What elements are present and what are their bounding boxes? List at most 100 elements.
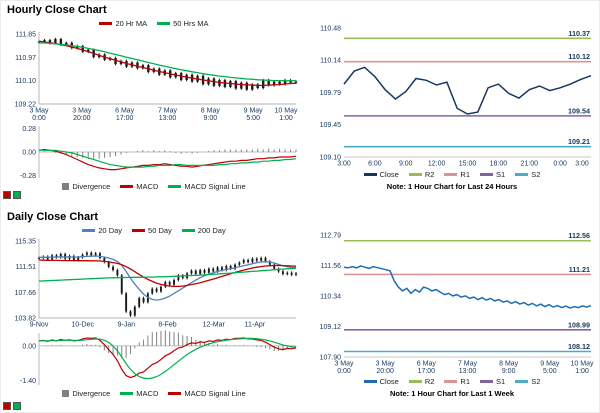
svg-text:110.10: 110.10 — [15, 78, 36, 85]
svg-text:-0.28: -0.28 — [20, 173, 36, 180]
legend-swatch — [99, 22, 113, 25]
legend-item-macd-signal-line: MACD Signal Line — [168, 389, 246, 398]
svg-text:109.12: 109.12 — [320, 324, 342, 331]
legend-label: S1 — [496, 377, 506, 386]
legend-label: 20 Hr MA — [115, 19, 148, 28]
svg-text:110.48: 110.48 — [320, 26, 341, 33]
legend-label: MACD — [136, 389, 159, 398]
legend-swatch — [363, 173, 377, 176]
svg-text:107.66: 107.66 — [15, 290, 37, 297]
corner-marker-group — [3, 191, 21, 199]
svg-text:115.35: 115.35 — [15, 239, 36, 246]
svg-text:110.12: 110.12 — [568, 52, 590, 61]
legend-label: R2 — [424, 170, 435, 179]
hourly-macd-legend: Divergence MACD MACD Signal Line — [5, 181, 303, 192]
daily-macd-chart: 0.00 -1.40 — [20, 330, 297, 385]
legend-label: R2 — [424, 377, 435, 386]
svg-text:12:00: 12:00 — [428, 161, 446, 168]
legend-item-close: Close — [363, 170, 399, 179]
svg-text:10-Dec: 10-Dec — [71, 322, 94, 329]
svg-text:110.37: 110.37 — [568, 29, 590, 38]
legend-item-s2: S2 — [515, 377, 540, 386]
legend-item-divergence: Divergence — [62, 182, 110, 191]
legend-item-50-hrs-ma: 50 Hrs MA — [157, 19, 209, 28]
svg-text:3:00: 3:00 — [575, 161, 589, 168]
legend-swatch — [157, 22, 171, 25]
svg-text:8-Feb: 8-Feb — [158, 322, 176, 329]
legend-item-20-day: 20 Day — [82, 226, 122, 235]
pivot-week-chart: 112.79 111.56 110.34 109.12 107.903 May 0:00 3… — [320, 231, 594, 376]
legend-swatch — [480, 380, 493, 383]
svg-text:103.82: 103.82 — [15, 316, 37, 323]
svg-text:18:00: 18:00 — [490, 161, 508, 168]
legend-label: MACD Signal Line — [184, 389, 246, 398]
svg-text:110.14: 110.14 — [320, 57, 341, 64]
legend-item-r2: R2 — [408, 170, 435, 179]
legend-item-close: Close — [363, 377, 399, 386]
svg-text:9-Nov: 9-Nov — [30, 322, 49, 329]
svg-text:6:00: 6:00 — [368, 161, 382, 168]
legend-item-macd-signal-line: MACD Signal Line — [168, 182, 246, 191]
legend-item-20-hr-ma: 20 Hr MA — [99, 19, 147, 28]
legend-swatch — [444, 380, 458, 383]
legend-label: Divergence — [72, 182, 111, 191]
legend-label: 50 Day — [148, 226, 172, 235]
svg-text:21:00: 21:00 — [520, 161, 538, 168]
legend-label: S1 — [496, 170, 506, 179]
pivot-week-note: Note: 1 Hour Chart for Last 1 Week — [389, 389, 515, 398]
pivot-24h-section: 110.48 110.14 109.79 109.45 109.10 3:00 6:00 9:… — [303, 1, 599, 208]
svg-text:109.21: 109.21 — [568, 137, 590, 146]
hourly-close-section: Hourly Close Chart 20 Hr MA 50 Hrs MA 111… — [1, 1, 303, 208]
legend-swatch — [120, 392, 134, 395]
svg-text:9:00: 9:00 — [399, 161, 413, 168]
legend-swatch — [515, 173, 529, 176]
daily-close-section: Daily Close Chart 20 Day 50 Day 200 Day 11… — [1, 208, 303, 412]
legend-item-s1: S1 — [480, 170, 505, 179]
legend-swatch — [132, 229, 146, 232]
legend-swatch — [480, 173, 493, 176]
svg-text:3:00: 3:00 — [337, 161, 351, 168]
svg-text:112.79: 112.79 — [320, 233, 341, 240]
legend-label: Divergence — [72, 389, 111, 398]
legend-item-r2: R2 — [408, 377, 435, 386]
svg-text:108.99: 108.99 — [568, 320, 590, 329]
svg-text:108.12: 108.12 — [568, 342, 590, 351]
legend-swatch — [363, 380, 377, 383]
svg-text:11-Apr: 11-Apr — [245, 322, 266, 329]
legend-item-r1: R1 — [444, 170, 470, 179]
daily-price-chart: 115.35 111.51 107.66 103.829-Nov 10-Dec 9-Jan… — [15, 239, 297, 329]
svg-text:-1.40: -1.40 — [20, 378, 36, 385]
legend-label: 200 Day — [197, 226, 226, 235]
legend-label: MACD — [136, 182, 159, 191]
svg-text:12-Mar: 12-Mar — [203, 322, 226, 329]
daily-chart-title: Daily Close Chart — [7, 211, 99, 223]
pivot-24h-note: Note: 1 Hour Chart for Last 24 Hours — [386, 182, 518, 191]
svg-text:109.45: 109.45 — [320, 122, 342, 129]
hourly-ma-legend: 20 Hr MA 50 Hrs MA — [5, 18, 303, 29]
svg-text:107.90: 107.90 — [320, 355, 342, 362]
svg-text:110.34: 110.34 — [320, 294, 341, 301]
legend-label: Close — [379, 170, 399, 179]
legend-swatch — [408, 380, 422, 383]
daily-macd-legend: Divergence MACD MACD Signal Line — [5, 388, 303, 399]
pivot-week-section: 112.79 111.56 110.34 109.12 107.90 3 May 0:00 3… — [303, 208, 599, 412]
svg-text:109.79: 109.79 — [320, 90, 342, 97]
hourly-macd-chart: 0.28 0.00 -0.28 — [20, 126, 297, 180]
marker-swatch — [3, 402, 11, 410]
legend-swatch — [181, 229, 195, 232]
svg-text:111.85: 111.85 — [16, 32, 36, 39]
legend-label: R1 — [460, 377, 470, 386]
corner-marker-group — [3, 402, 21, 410]
